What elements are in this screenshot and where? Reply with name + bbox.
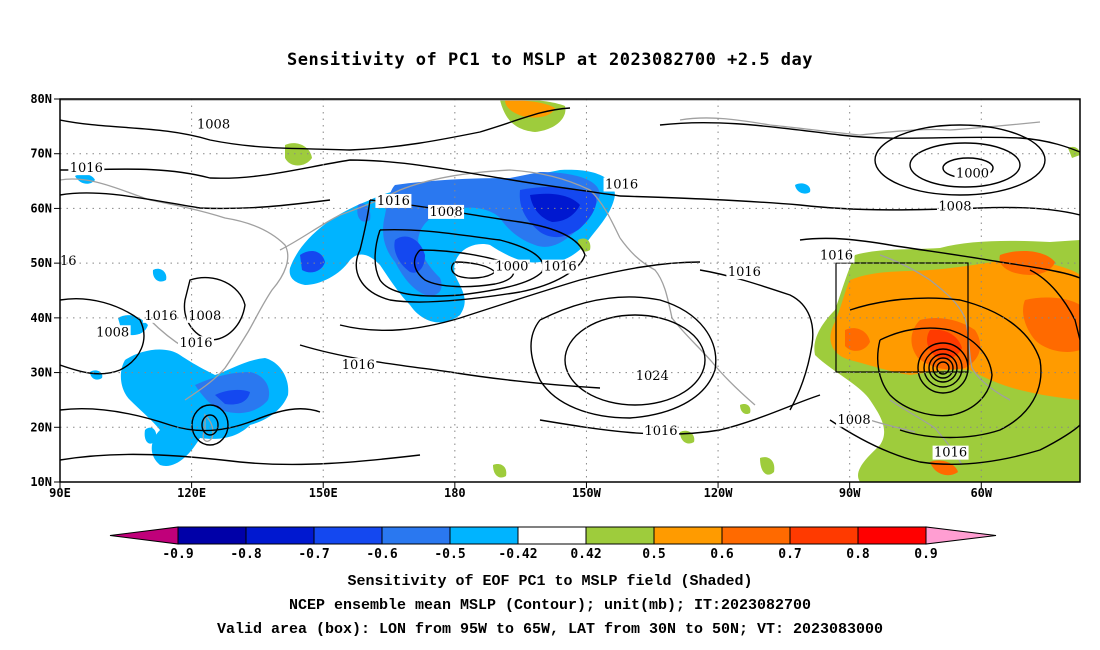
colorbar-box: [721, 526, 791, 545]
colorbar-label: -0.42: [498, 547, 537, 562]
contour-label-bg: [178, 336, 214, 351]
lat-tick-label: 10N: [30, 475, 52, 489]
contour-label: 1016: [728, 265, 761, 280]
contour-label: 1016: [377, 194, 410, 209]
contour-label: 1016: [179, 336, 212, 351]
lat-tick-label: 80N: [30, 92, 52, 106]
figure-title: Sensitivity of PC1 to MSLP at 2023082700…: [286, 50, 813, 70]
contour-label-bg: [186, 308, 223, 323]
colorbar-label: 0.8: [846, 547, 870, 562]
colorbar-label: 0.9: [914, 547, 937, 562]
contour-label-bg: [375, 193, 412, 208]
lon-tick-label: 150E: [309, 486, 338, 500]
colorbar-box: [653, 526, 723, 545]
contour-label: 1016: [605, 178, 638, 193]
lat-tick-label: 70N: [30, 147, 52, 161]
contour-label-bg: [195, 117, 232, 132]
colorbar: -0.9 -0.8 -0.7 -0.6 -0.5 -0.42 0.42 0.5 0.6 0.7 0.…: [109, 526, 997, 562]
lat-tick-label: 40N: [30, 311, 52, 325]
valid-area-box: [835, 262, 969, 373]
lat-tick-label: 60N: [30, 201, 52, 215]
colorbar-label: 0.5: [642, 547, 665, 562]
lon-tick-label: 60W: [970, 486, 992, 500]
colorbar-label: -0.8: [230, 547, 261, 562]
contour-label-bg: [142, 308, 179, 323]
colorbar-box: [313, 526, 383, 545]
contour-label: 1024: [636, 369, 669, 384]
caption-contour-field: NCEP ensemble mean MSLP (Contour); unit(…: [288, 597, 812, 614]
contour-label-bg: [603, 177, 640, 192]
contour-label-bg: [60, 254, 78, 269]
contour-label: 1008: [430, 205, 463, 220]
colorbar-label: -0.6: [366, 547, 397, 562]
lat-tick-label: 20N: [30, 420, 52, 434]
colorbar-box: [381, 526, 451, 545]
colorbar-box: [177, 526, 247, 545]
colorbar-label: -0.7: [298, 547, 329, 562]
colorbar-box: [245, 526, 315, 545]
contour-label: 1016: [342, 358, 375, 373]
contour-label-bg: [726, 265, 763, 280]
lon-tick-label: 120E: [177, 486, 206, 500]
colorbar-box: [585, 526, 655, 545]
contour-label: 1008: [838, 413, 871, 428]
contour-label-bg: [634, 369, 671, 384]
lon-tick-label: 180: [444, 486, 466, 500]
contour-label: 1016: [544, 260, 577, 275]
contour-label: 1008: [197, 117, 230, 132]
longitude-labels: 90E 120E 150E 180 150W 120W 90W 60W: [49, 482, 993, 500]
contour-label-bg: [94, 325, 131, 340]
colorbar-box: [857, 526, 927, 545]
colorbar-label: 0.6: [710, 547, 734, 562]
colorbar-box: [789, 526, 859, 545]
contour-label: 1016: [934, 446, 967, 461]
contour-label: 1008: [938, 199, 971, 214]
caption-shaded-field: Sensitivity of EOF PC1 to MSLP field (Sh…: [347, 573, 753, 590]
negative-sensitivity-shading: [75, 169, 811, 466]
contour-label: 1000: [956, 167, 989, 182]
contour-label-bg: [340, 358, 377, 373]
contour-label-bg: [836, 412, 873, 427]
lon-tick-label: 90E: [49, 486, 71, 500]
contour-label: 1016: [644, 424, 677, 439]
colorbar-box: [449, 526, 519, 545]
colorbar-max-arrow: [925, 526, 997, 545]
lon-tick-label: 90W: [839, 486, 861, 500]
colorbar-min-arrow: [109, 526, 179, 545]
contour-label-bg: [932, 445, 969, 460]
lat-tick-label: 30N: [30, 366, 52, 380]
lat-tick-label: 50N: [30, 256, 52, 270]
contour-label: 1008: [188, 309, 221, 324]
contour-label: 1016: [144, 309, 177, 324]
contour-label-bg: [542, 259, 579, 274]
contour-label: 1016: [43, 254, 76, 269]
colorbar-box: [517, 526, 587, 545]
latitude-labels: 80N 70N 60N 50N 40N 30N 20N 10N: [30, 92, 60, 489]
contour-label: 1016: [820, 249, 853, 264]
contour-label-bg: [936, 199, 973, 214]
colorbar-label: -0.9: [162, 547, 193, 562]
lon-tick-label: 150W: [572, 486, 602, 500]
contour-label: 1000: [495, 260, 528, 275]
map-border: [59, 98, 1081, 483]
caption-valid-area: Valid area (box): LON from 95W to 65W, L…: [216, 621, 884, 638]
colorbar-label: 0.42: [570, 547, 601, 562]
colorbar-label: 0.7: [778, 547, 801, 562]
contour-label-bg: [818, 248, 855, 263]
contour-label-bg: [68, 161, 105, 176]
colorbar-label: -0.5: [434, 547, 465, 562]
contour-label: 1016: [70, 161, 103, 176]
lon-tick-label: 120W: [704, 486, 734, 500]
contour-label: 1008: [96, 325, 129, 340]
